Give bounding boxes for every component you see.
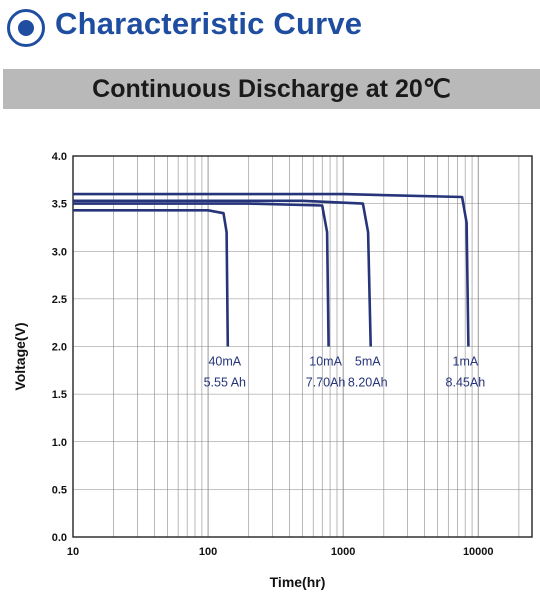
series-label-5mA: 5mA xyxy=(355,355,381,369)
y-tick-label: 4.0 xyxy=(52,151,67,163)
series-line-10mA xyxy=(73,202,330,347)
plot-frame xyxy=(72,155,533,538)
series-capacity-10mA: 7.70Ah xyxy=(306,376,346,390)
series-line-1mA xyxy=(73,192,470,347)
y-tick-label: 0.5 xyxy=(52,484,67,496)
series-label-10mA: 10mA xyxy=(309,355,342,369)
target-circle-icon xyxy=(7,9,45,47)
series-line-40mA xyxy=(73,209,230,347)
x-tick-label: 10 xyxy=(67,546,79,558)
x-tick-label: 1000 xyxy=(331,546,355,558)
y-tick-label: 2.0 xyxy=(52,342,67,354)
series-capacity-5mA: 8.20Ah xyxy=(348,376,388,390)
x-tick-label: 100 xyxy=(199,546,217,558)
y-tick-label: 3.5 xyxy=(52,199,67,211)
series-line-5mA xyxy=(73,199,372,347)
series-label-1mA: 1mA xyxy=(453,355,479,369)
discharge-chart: 0.0 0.5 1.0 1.5 2.0 2.5 3.0 3.5 4.0 10 100 1000 1000… xyxy=(12,151,533,590)
y-tick-label: 1.0 xyxy=(52,437,67,449)
x-tick-label: 10000 xyxy=(463,546,494,558)
y-tick-label: 1.5 xyxy=(52,389,67,401)
x-axis-label: Time(hr) xyxy=(270,574,326,590)
series-capacity-1mA: 8.45Ah xyxy=(446,376,486,390)
page-title: Characteristic Curve xyxy=(55,6,363,41)
header: Characteristic Curve xyxy=(0,0,540,60)
y-tick-label: 0.0 xyxy=(52,532,67,544)
y-axis-label: Voltage(V) xyxy=(12,322,28,390)
series-capacity-40mA: 5.55 Ah xyxy=(204,376,246,390)
page-subtitle: Continuous Discharge at 20℃ xyxy=(92,75,451,103)
y-tick-label: 3.0 xyxy=(52,246,67,258)
series-label-40mA: 40mA xyxy=(208,355,241,369)
subtitle-bar: Continuous Discharge at 20℃ xyxy=(3,69,540,109)
y-tick-label: 2.5 xyxy=(52,294,67,306)
